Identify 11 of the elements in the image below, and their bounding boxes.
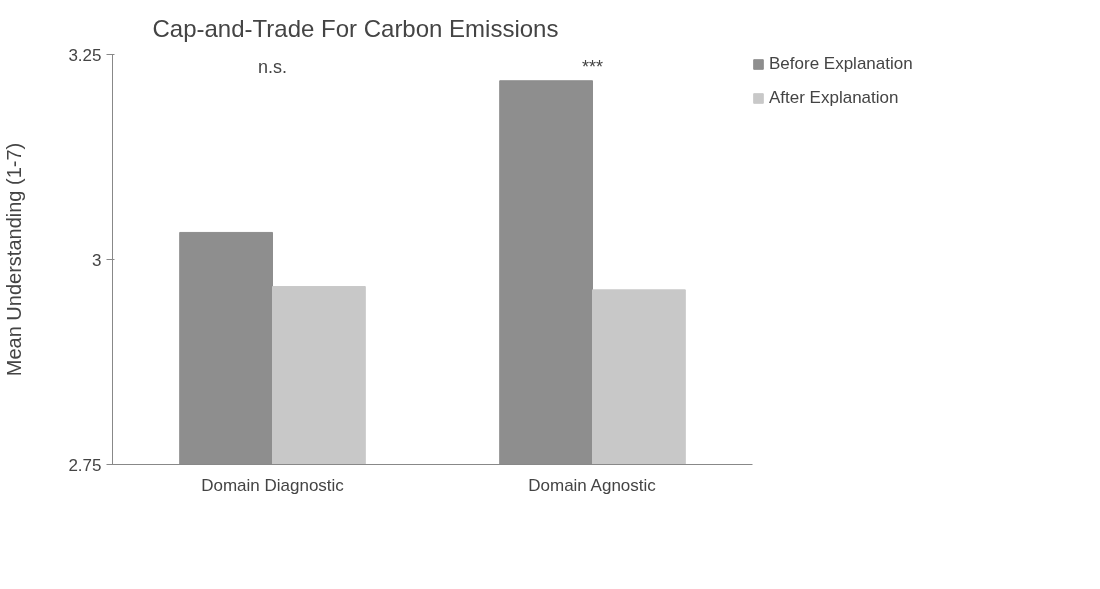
annotation: ***: [581, 56, 604, 77]
y-tick-label: 3.25: [68, 45, 102, 65]
chart-title: Cap-and-Trade For Carbon Emissions: [152, 15, 559, 42]
legend-label: Before Explanation: [769, 54, 913, 74]
x-tick-label: Domain Diagnostic: [201, 475, 345, 495]
x-tick-label: Domain Agnostic: [528, 475, 657, 495]
y-tick-label: 3: [92, 250, 102, 270]
y-tick-label: 2.75: [68, 455, 102, 475]
legend-label: After Explanation: [769, 88, 899, 108]
annotation: n.s.: [257, 56, 288, 77]
y-axis-title: Mean Understanding (1-7): [3, 142, 26, 377]
